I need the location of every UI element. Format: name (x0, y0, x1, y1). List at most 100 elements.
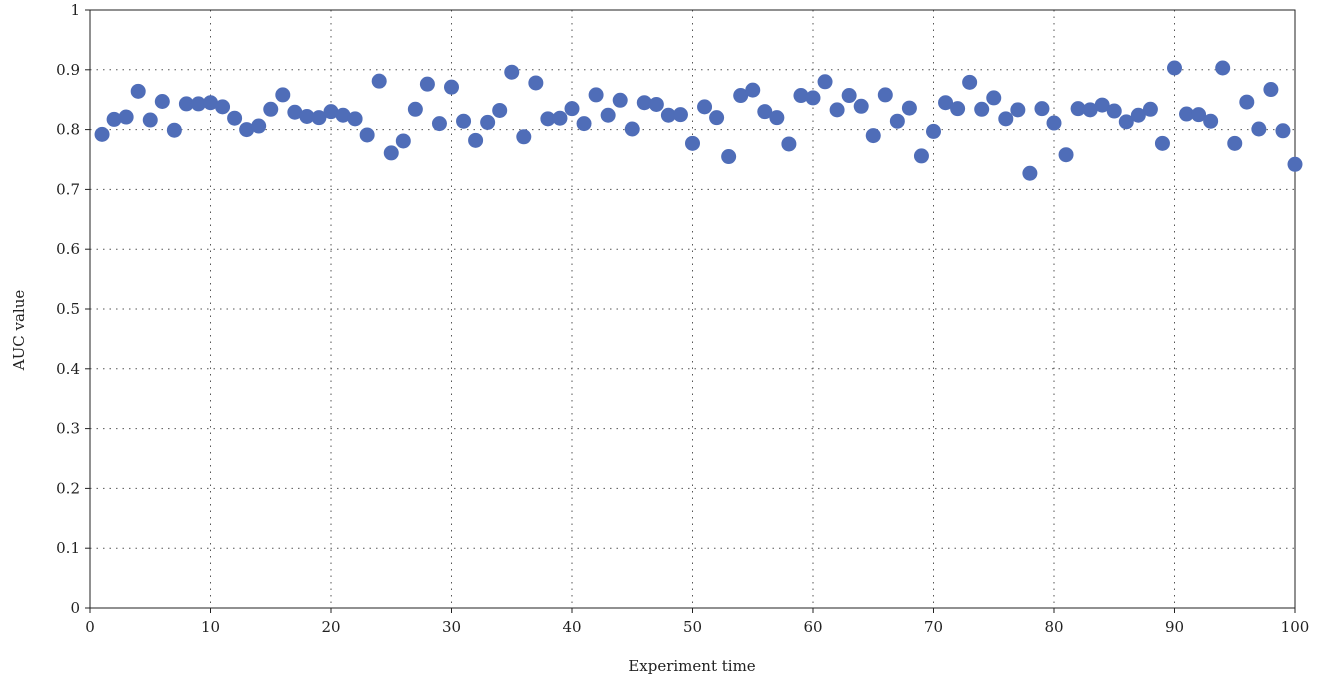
data-point (371, 73, 387, 89)
data-point (166, 122, 182, 138)
data-point (516, 129, 532, 145)
data-point (913, 148, 929, 164)
data-point (636, 95, 652, 111)
data-point (335, 107, 351, 123)
data-point (950, 101, 966, 117)
x-axis-title: Experiment time (628, 657, 755, 675)
data-point (612, 92, 628, 108)
data-point (1046, 115, 1062, 131)
data-point (190, 96, 206, 112)
data-point (865, 128, 881, 144)
x-tick-label: 40 (562, 618, 581, 636)
data-point (986, 90, 1002, 106)
y-tick-label: 1 (70, 1, 80, 19)
data-point (1203, 113, 1219, 129)
y-tick-label: 0.9 (56, 61, 80, 79)
data-point (456, 113, 472, 129)
data-point (178, 96, 194, 112)
data-points (94, 60, 1303, 181)
data-point (769, 110, 785, 126)
data-point (781, 136, 797, 152)
y-tick-label: 0.4 (56, 360, 80, 378)
data-point (733, 88, 749, 104)
data-point (564, 101, 580, 117)
data-point (901, 100, 917, 116)
data-point (383, 145, 399, 161)
data-point (1142, 101, 1158, 117)
data-point (938, 95, 954, 111)
x-tick-label: 60 (803, 618, 822, 636)
data-point (600, 107, 616, 123)
data-point (94, 126, 110, 142)
x-tick-label: 30 (442, 618, 461, 636)
data-point (239, 122, 255, 138)
data-point (588, 87, 604, 103)
data-point (504, 64, 520, 80)
data-point (757, 104, 773, 120)
x-tick-label: 20 (321, 618, 340, 636)
data-point (1070, 101, 1086, 117)
data-point (1022, 165, 1038, 181)
x-tick-label: 0 (85, 618, 95, 636)
data-point (805, 90, 821, 106)
data-point (1106, 103, 1122, 119)
data-point (1287, 156, 1303, 172)
x-tick-label: 100 (1281, 618, 1310, 636)
data-point (130, 83, 146, 99)
data-point (431, 116, 447, 132)
data-point (359, 127, 375, 143)
data-point (492, 102, 508, 118)
data-point (685, 135, 700, 151)
data-point (1179, 106, 1195, 122)
data-point (347, 111, 363, 127)
x-tick-label: 70 (924, 618, 943, 636)
data-point (419, 76, 435, 92)
data-point (889, 113, 905, 129)
data-point (323, 104, 339, 120)
data-point (1215, 60, 1231, 76)
data-point (480, 114, 496, 130)
data-point (624, 121, 640, 137)
data-point (793, 88, 809, 104)
data-point (1167, 60, 1182, 76)
data-point (1263, 82, 1279, 98)
data-point (1058, 147, 1074, 163)
data-point (672, 107, 688, 123)
y-axis-title: AUC value (10, 290, 28, 372)
data-point (299, 108, 315, 124)
data-point (829, 102, 845, 118)
y-tick-label: 0.1 (56, 539, 80, 557)
data-point (263, 101, 279, 117)
data-point (841, 88, 857, 104)
data-point (721, 149, 737, 165)
data-point (1275, 123, 1291, 139)
y-tick-label: 0.6 (56, 240, 80, 258)
data-point (1118, 114, 1134, 130)
data-point (142, 112, 158, 128)
grid-lines (90, 10, 1295, 608)
data-point (1227, 135, 1243, 151)
data-point (1191, 107, 1207, 123)
data-point (395, 133, 411, 149)
y-tick-label: 0.8 (56, 121, 80, 139)
data-point (853, 98, 869, 114)
data-point (118, 109, 134, 125)
data-point (1034, 101, 1050, 117)
data-point (660, 107, 676, 123)
y-axis-ticks: 0 0.1 0.2 0.3 0.4 0.5 0.6 0.7 0.8 0.9 1 (56, 1, 90, 617)
data-point (275, 87, 291, 103)
y-tick-label: 0.3 (56, 420, 80, 438)
data-point (251, 118, 267, 134)
y-tick-label: 0 (70, 599, 80, 617)
y-tick-label: 0.5 (56, 300, 80, 318)
data-point (1239, 94, 1255, 110)
data-point (962, 74, 978, 90)
data-point (648, 96, 664, 112)
data-point (311, 110, 327, 126)
y-tick-label: 0.2 (56, 479, 80, 497)
x-tick-label: 80 (1044, 618, 1063, 636)
data-point (154, 93, 170, 109)
data-point (215, 99, 231, 115)
data-point (540, 111, 556, 127)
